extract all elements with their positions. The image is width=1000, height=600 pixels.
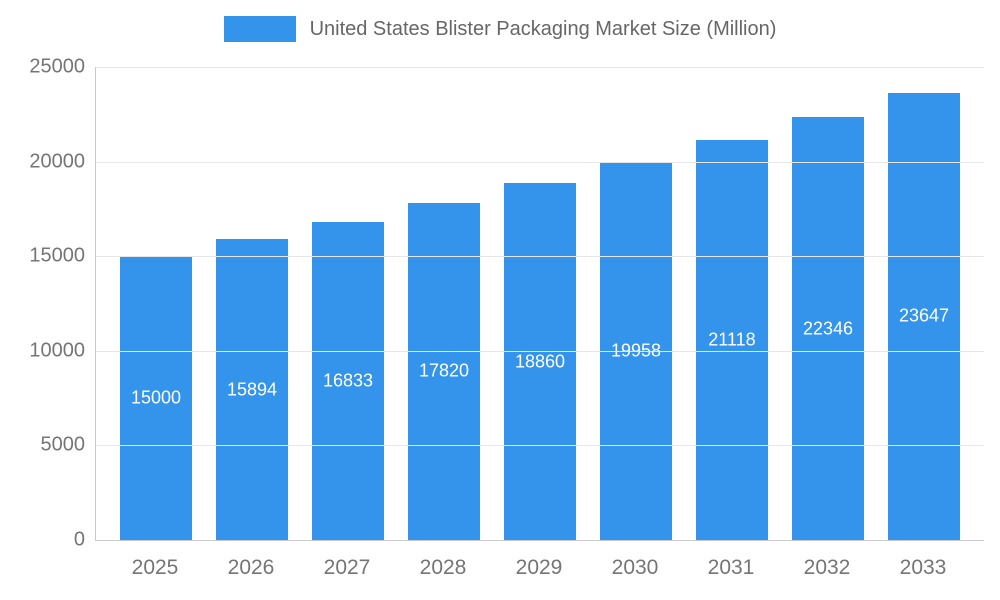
x-tick-label: 2026 xyxy=(227,556,275,579)
bar-2025[interactable]: 15000 xyxy=(120,256,192,540)
y-tick-label: 5000 xyxy=(40,433,86,456)
chart-legend: United States Blister Packaging Market S… xyxy=(0,16,1000,42)
bar-value-label: 18860 xyxy=(514,351,566,372)
bar-value-label: 15894 xyxy=(226,379,278,400)
bar-value-label: 23647 xyxy=(898,305,950,326)
x-axis: 2025 2026 2027 2028 2029 2030 2031 2032 2033 xyxy=(95,556,983,580)
bar-2029[interactable]: 18860 xyxy=(504,183,576,540)
x-tick-label: 2030 xyxy=(611,556,659,579)
bar-value-label: 17820 xyxy=(418,360,470,381)
y-tick-label: 20000 xyxy=(29,150,85,173)
bar-value-label: 21118 xyxy=(708,329,756,350)
y-tick-label: 15000 xyxy=(29,244,85,267)
x-tick-label: 2025 xyxy=(131,556,179,579)
bar-2032[interactable]: 22346 xyxy=(792,117,864,540)
bar-2028[interactable]: 17820 xyxy=(408,202,480,540)
bar-2027[interactable]: 16833 xyxy=(312,221,384,540)
x-tick-label: 2032 xyxy=(803,556,851,579)
bar-value-label: 16833 xyxy=(322,370,374,391)
bar-2031[interactable]: 21118 xyxy=(696,140,768,540)
bar-value-label: 19958 xyxy=(610,340,662,361)
y-tick-label: 10000 xyxy=(29,339,85,362)
gridline xyxy=(96,256,984,258)
bar-2026[interactable]: 15894 xyxy=(216,239,288,540)
plot-area: 15000 15894 16833 17820 18860 19958 21118 22346… xyxy=(95,67,984,541)
bar-value-label: 15000 xyxy=(130,387,182,408)
gridline xyxy=(96,161,984,163)
y-axis: 0 5000 10000 15000 20000 25000 xyxy=(0,56,86,551)
gridline xyxy=(96,445,984,447)
gridline xyxy=(96,350,984,352)
bar-2033[interactable]: 23647 xyxy=(888,92,960,540)
y-tick-label: 0 xyxy=(73,528,85,551)
legend-swatch-icon xyxy=(223,16,296,42)
x-tick-label: 2029 xyxy=(515,556,563,579)
gridline xyxy=(96,67,984,68)
chart-title: United States Blister Packaging Market S… xyxy=(309,17,777,40)
bars-row: 15000 15894 16833 17820 18860 19958 21118 22346… xyxy=(96,67,984,540)
x-tick-label: 2031 xyxy=(707,556,755,579)
x-tick-label: 2027 xyxy=(323,556,371,579)
y-tick-label: 25000 xyxy=(29,55,85,78)
x-tick-label: 2033 xyxy=(899,556,947,579)
x-tick-label: 2028 xyxy=(419,556,467,579)
bar-value-label: 22346 xyxy=(802,318,854,339)
